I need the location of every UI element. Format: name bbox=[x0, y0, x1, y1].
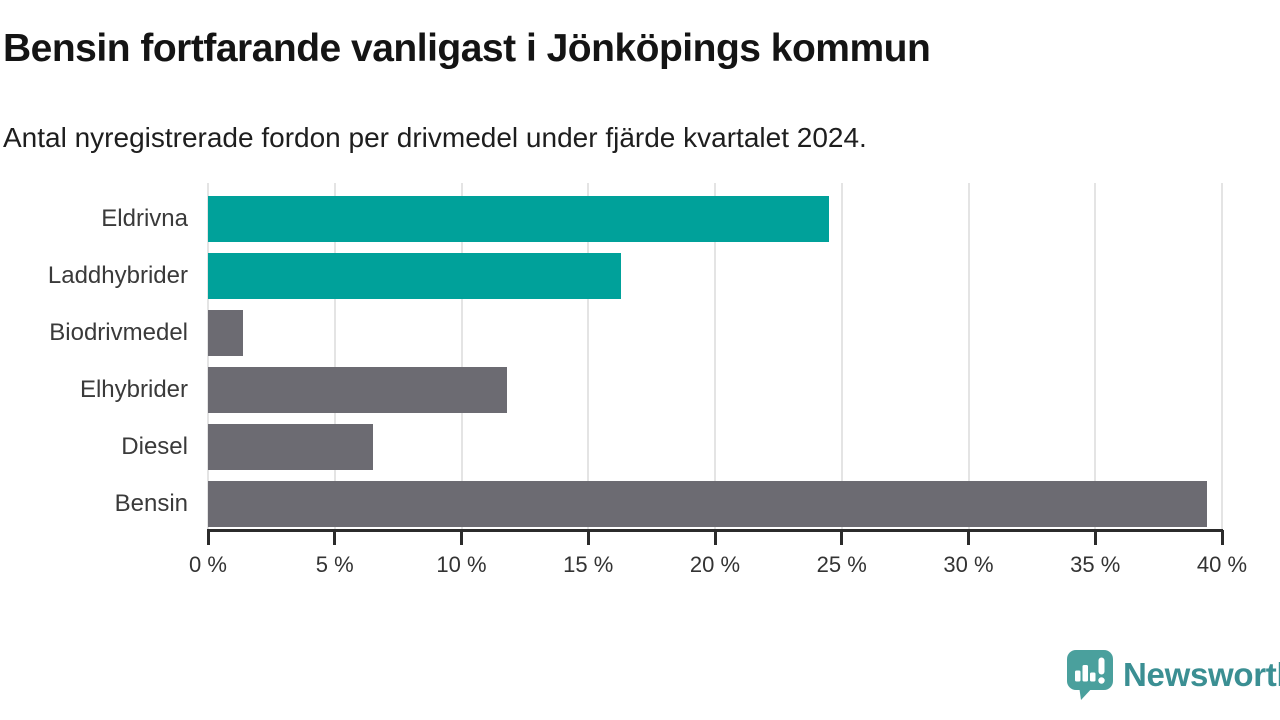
gridline bbox=[333, 183, 336, 531]
x-axis-tick bbox=[1093, 530, 1097, 545]
x-tick-label: 35 % bbox=[1070, 552, 1121, 577]
x-tick-label: 15 % bbox=[563, 552, 614, 577]
x-axis-tick bbox=[333, 530, 337, 545]
y-axis-label: Biodrivmedel bbox=[49, 319, 188, 346]
chart-subtitle: Antal nyregistrerade fordon per drivmede… bbox=[3, 122, 867, 153]
gridline bbox=[1221, 183, 1223, 531]
gridline bbox=[207, 183, 209, 531]
gridline bbox=[587, 183, 590, 531]
x-axis-tick bbox=[206, 530, 210, 545]
x-axis-tick bbox=[840, 530, 844, 545]
x-tick-label: 10 % bbox=[436, 552, 487, 577]
x-axis-tick bbox=[460, 530, 463, 545]
gridline bbox=[840, 183, 843, 531]
bar-eldrivna bbox=[208, 196, 830, 242]
x-tick-label: 5 % bbox=[315, 552, 354, 577]
x-tick-label: 30 % bbox=[943, 552, 994, 577]
gridline bbox=[967, 183, 970, 531]
bar-biodrivmedel bbox=[208, 310, 244, 356]
x-axis: 0 % 5 % 10 % 15 % 20 % 25 % 30 % 35 % 40 % bbox=[189, 529, 1247, 589]
gridline bbox=[460, 183, 463, 531]
x-tick-label: 20 % bbox=[689, 552, 741, 577]
brand-wordmark: Newsworthy bbox=[1123, 655, 1280, 693]
x-axis-tick bbox=[967, 530, 970, 545]
chart-title: Bensin fortfarande vanligast i Jönköping… bbox=[3, 27, 931, 70]
x-tick-label: 25 % bbox=[816, 552, 867, 577]
bar-diesel bbox=[208, 424, 373, 470]
plot-area bbox=[207, 183, 1223, 531]
bar-elhybrider bbox=[208, 367, 508, 413]
y-axis-label: Laddhybrider bbox=[47, 262, 188, 289]
bar-chart-speech-bubble-icon bbox=[1067, 650, 1113, 700]
y-axis-labels: Eldrivna Laddhybrider Biodrivmedel Elhybrid… bbox=[0, 183, 188, 529]
x-axis-tick bbox=[713, 530, 717, 545]
x-tick-label: 40 % bbox=[1196, 552, 1248, 577]
bar-laddhybrider bbox=[208, 253, 622, 299]
gridline bbox=[714, 183, 716, 531]
newsworthy-logo: Newsworthy bbox=[1066, 649, 1280, 700]
x-axis-tick bbox=[1220, 530, 1224, 545]
x-axis-tick bbox=[586, 530, 590, 545]
y-axis-label: Diesel bbox=[121, 433, 188, 460]
x-tick-label: 0 % bbox=[189, 552, 227, 577]
bar-bensin bbox=[208, 481, 1207, 527]
gridline bbox=[1094, 183, 1097, 531]
y-axis-label: Bensin bbox=[114, 490, 188, 517]
y-axis-label: Elhybrider bbox=[79, 376, 188, 403]
y-axis-label: Eldrivna bbox=[101, 205, 188, 232]
